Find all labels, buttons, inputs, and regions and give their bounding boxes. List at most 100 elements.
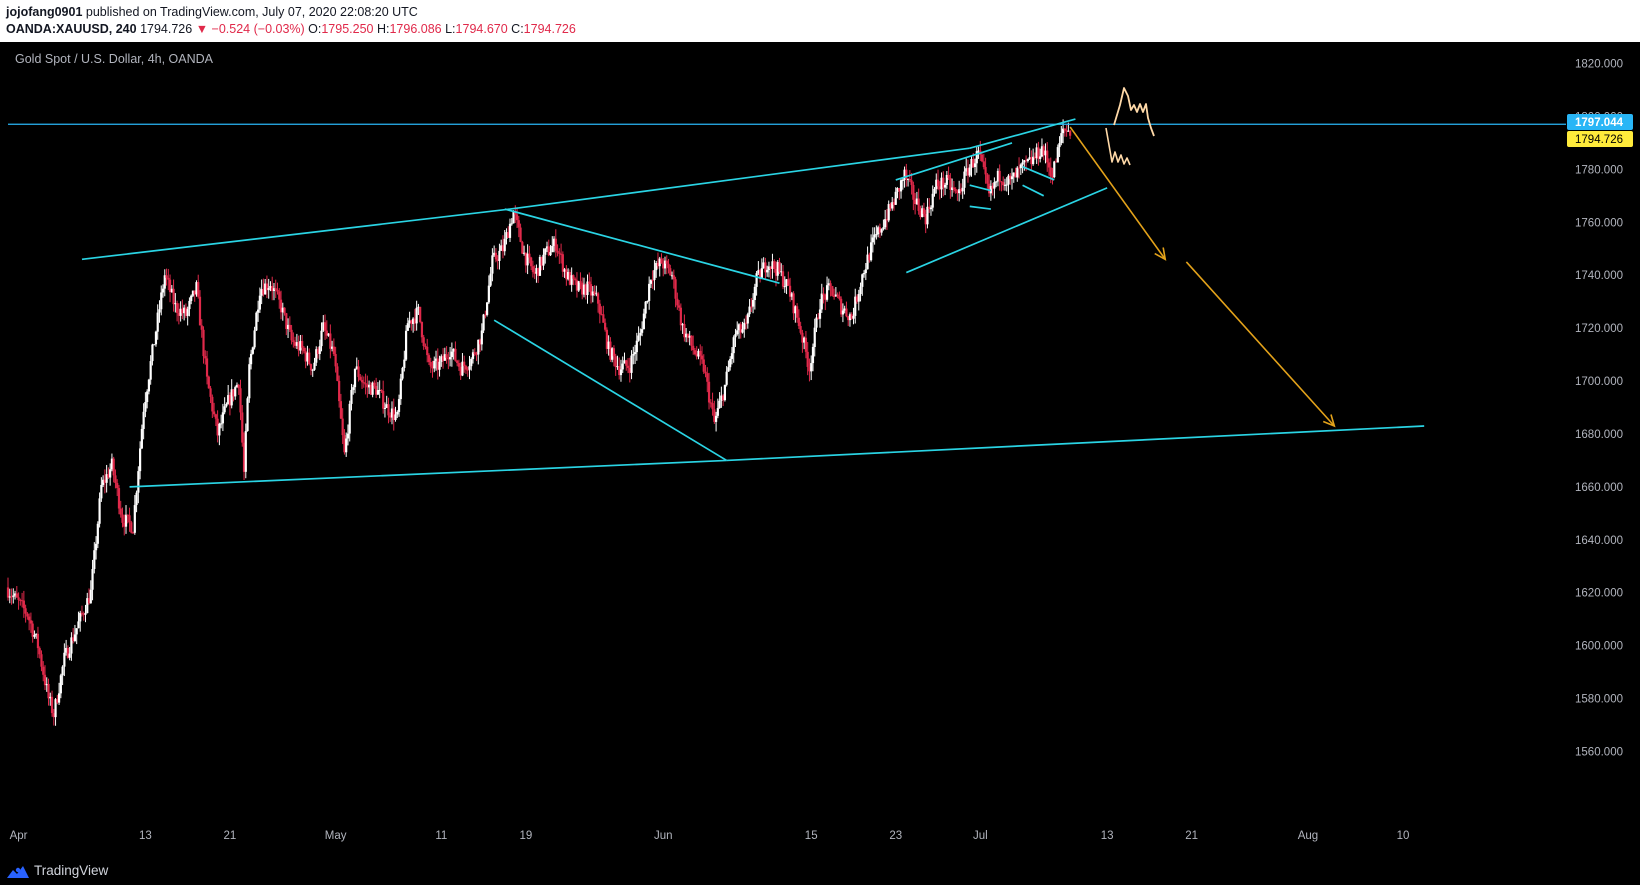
candle-body xyxy=(352,387,355,390)
candle-body xyxy=(781,271,785,287)
symbol-label: OANDA:XAUUSD, 240 xyxy=(6,22,137,36)
candle-body xyxy=(1056,147,1059,163)
candle-body xyxy=(195,282,198,295)
candle-body xyxy=(121,514,124,523)
candle-body xyxy=(614,356,617,368)
candle-body xyxy=(729,358,732,368)
candle-body xyxy=(241,412,244,443)
candle-body xyxy=(931,193,934,208)
candle-body xyxy=(177,312,180,316)
candle-body xyxy=(8,596,11,598)
candle-body xyxy=(503,238,506,252)
candle-body xyxy=(693,350,697,355)
candle-body xyxy=(156,312,159,332)
candle-body xyxy=(436,358,439,370)
candle-body xyxy=(457,363,461,367)
candle-body xyxy=(225,404,228,407)
candle-body xyxy=(133,505,136,533)
candle-body xyxy=(970,158,973,168)
candle-body xyxy=(667,263,670,269)
candle-body xyxy=(959,189,963,192)
candle-body xyxy=(626,365,630,368)
candle-body xyxy=(119,508,122,515)
candle-body xyxy=(977,150,980,152)
candle-body xyxy=(77,621,80,629)
candle-body xyxy=(764,262,767,273)
level-badge: 1797.044 xyxy=(1567,114,1633,130)
trendline xyxy=(509,147,970,210)
candle-body xyxy=(956,191,959,194)
forecast-arrow xyxy=(1069,126,1166,260)
candle-body xyxy=(559,253,563,255)
candle-body xyxy=(928,206,931,210)
candle-body xyxy=(1039,156,1042,159)
candle-body xyxy=(591,291,594,296)
candle-body xyxy=(734,334,737,338)
candle-body xyxy=(873,234,876,238)
candle-body xyxy=(968,167,971,176)
candle-body xyxy=(517,220,520,228)
candle-body xyxy=(533,272,536,274)
candle-body xyxy=(633,352,637,355)
candle-body xyxy=(852,315,855,319)
candle-body xyxy=(958,189,961,194)
sketch-upper-zigzag xyxy=(1113,87,1155,137)
candle-body xyxy=(183,307,186,314)
candle-body xyxy=(815,317,818,328)
candle-body xyxy=(175,303,179,313)
candle-body xyxy=(130,522,133,533)
candle-body xyxy=(612,348,616,357)
candle-body xyxy=(24,608,27,614)
candle-body xyxy=(998,170,1001,182)
candle-body xyxy=(722,395,725,401)
candle-body xyxy=(163,275,166,289)
candle-body xyxy=(220,423,223,425)
candle-body xyxy=(750,306,753,308)
candle-body xyxy=(79,612,82,622)
candle-body xyxy=(972,158,975,168)
candle-body xyxy=(966,168,970,176)
candle-body xyxy=(205,358,209,377)
candle-body xyxy=(1065,130,1068,132)
chart-area[interactable] xyxy=(0,42,1640,858)
candle-body xyxy=(383,407,387,409)
candle-body xyxy=(454,348,457,361)
candle-body xyxy=(699,350,702,356)
candle-body xyxy=(813,327,816,348)
candle-body xyxy=(766,269,769,273)
candle-body xyxy=(653,270,656,280)
candle-body xyxy=(487,285,490,303)
y-tick-label: 1700.000 xyxy=(1575,376,1623,388)
drawings-layer xyxy=(8,118,1566,488)
candle-body xyxy=(191,290,195,296)
candle-body xyxy=(346,433,350,439)
tradingview-logo-icon[interactable] xyxy=(6,864,30,880)
candle-body xyxy=(1017,167,1021,169)
candle-body xyxy=(1023,160,1026,163)
candle-body xyxy=(276,289,279,292)
candle-body xyxy=(98,498,101,524)
candle-body xyxy=(878,227,882,233)
brand-name[interactable]: TradingView xyxy=(34,863,109,878)
candle-body xyxy=(707,381,711,403)
y-tick-label: 1760.000 xyxy=(1575,217,1623,229)
author-name[interactable]: jojofang0901 xyxy=(6,5,83,19)
candle-body xyxy=(855,296,859,302)
candle-body xyxy=(535,268,538,274)
candle-body xyxy=(498,250,501,261)
candle-body xyxy=(302,347,306,352)
x-tick-label: 13 xyxy=(139,830,152,842)
candle-body xyxy=(202,329,205,357)
candle-body xyxy=(787,279,790,286)
candle-body xyxy=(820,293,823,310)
candle-body xyxy=(646,300,649,302)
candle-body xyxy=(378,389,381,391)
candle-body xyxy=(859,286,862,295)
candle-body xyxy=(1002,182,1005,186)
candle-body xyxy=(605,329,608,349)
candle-body xyxy=(75,628,78,635)
candle-body xyxy=(869,242,873,261)
candle-body xyxy=(556,250,559,253)
candle-body xyxy=(380,389,383,392)
